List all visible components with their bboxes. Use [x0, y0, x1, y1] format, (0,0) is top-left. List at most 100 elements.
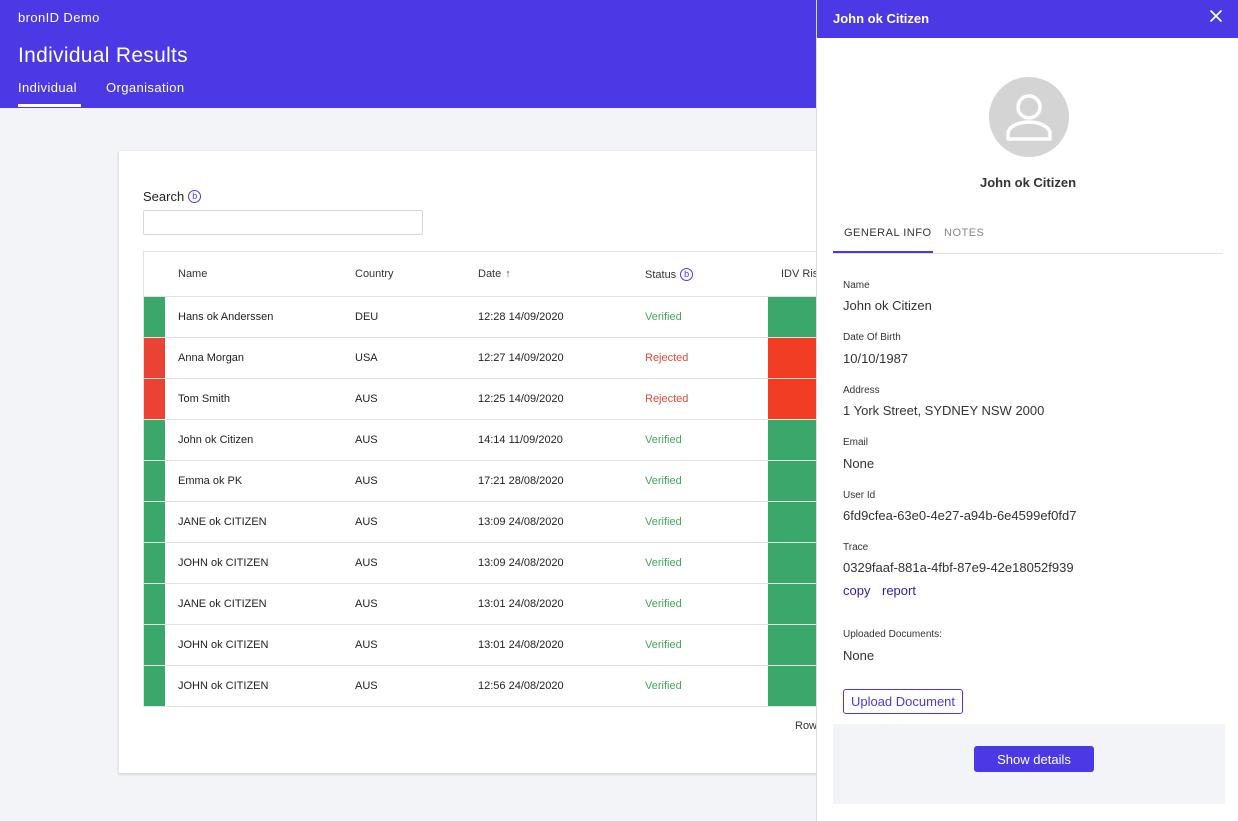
cell-name: Hans ok Anderssen: [178, 311, 274, 323]
detail-panel: John ok Citizen John ok Citizen GENERAL …: [816, 0, 1238, 821]
column-date-label: Date: [478, 268, 502, 280]
uploaded-documents-label: Uploaded Documents:: [843, 629, 942, 640]
details-area: Show details: [833, 724, 1225, 804]
avatar: [989, 77, 1069, 157]
tab-general-info[interactable]: GENERAL INFO: [844, 227, 932, 239]
cell-status: Rejected: [645, 393, 689, 405]
arrow-up-icon: ↑: [505, 268, 511, 280]
panel-tab-divider: [833, 253, 1223, 254]
column-header-name[interactable]: Name: [178, 268, 207, 280]
column-country-label: Country: [355, 268, 394, 280]
status-indicator-strip: [144, 625, 165, 665]
table-row[interactable]: Anna Morgan USA 12:27 14/09/2020 Rejected: [144, 338, 840, 379]
column-risk-label: IDV Ris: [781, 268, 819, 280]
table-row[interactable]: JOHN ok CITIZEN AUS 13:09 24/08/2020 Verifi…: [144, 543, 840, 584]
field-label-dob: Date Of Birth: [843, 332, 901, 343]
table-header: Name Country Date ↑ Status b IDV Ris: [144, 252, 839, 297]
cell-country: AUS: [355, 475, 378, 487]
cell-status: Verified: [645, 598, 682, 610]
status-indicator-strip: [144, 584, 165, 624]
cell-status: Verified: [645, 557, 682, 569]
cell-name: JOHN ok CITIZEN: [178, 639, 269, 651]
cell-status: Verified: [645, 311, 682, 323]
status-indicator-strip: [144, 543, 165, 583]
field-label-user-id: User Id: [843, 490, 876, 501]
table-row[interactable]: Hans ok Anderssen DEU 12:28 14/09/2020 Veri…: [144, 297, 840, 338]
upload-document-button[interactable]: Upload Document: [843, 689, 963, 714]
cell-country: AUS: [355, 434, 378, 446]
cell-name: JOHN ok CITIZEN: [178, 557, 269, 569]
status-indicator-strip: [144, 379, 165, 419]
person-icon: [1006, 94, 1052, 141]
status-indicator-strip: [144, 420, 165, 460]
info-icon[interactable]: b: [188, 190, 202, 203]
cell-name: JANE ok CITIZEN: [178, 598, 267, 610]
cell-status: Verified: [645, 475, 682, 487]
uploaded-documents-value: None: [843, 648, 875, 663]
active-panel-tab-indicator: [833, 251, 933, 253]
cell-status: Verified: [645, 680, 682, 692]
copy-link[interactable]: copy: [843, 583, 871, 598]
status-indicator-strip: [144, 666, 165, 706]
cell-country: AUS: [355, 639, 378, 651]
field-value-address: 1 York Street, SYDNEY NSW 2000: [843, 403, 1045, 418]
table-body: Hans ok Anderssen DEU 12:28 14/09/2020 Veri…: [144, 297, 840, 707]
cell-date: 17:21 28/08/2020: [478, 475, 564, 487]
cell-name: Emma ok PK: [178, 475, 243, 487]
cell-date: 12:56 24/08/2020: [478, 680, 564, 692]
app-name: bronID Demo: [18, 10, 100, 25]
report-link[interactable]: report: [882, 583, 916, 598]
field-value-name: John ok Citizen: [843, 298, 932, 313]
field-label-name: Name: [843, 280, 870, 291]
cell-name: Anna Morgan: [178, 352, 245, 364]
cell-country: AUS: [355, 557, 378, 569]
panel-header: John ok Citizen: [817, 0, 1238, 38]
tab-organisation[interactable]: Organisation: [106, 80, 185, 95]
field-value-user-id: 6fd9cfea-63e0-4e27-a94b-6e4599ef0fd7: [843, 508, 1077, 523]
cell-country: AUS: [355, 598, 378, 610]
results-card: Search b Name Country Date ↑ Status b ID…: [119, 151, 840, 773]
cell-status: Rejected: [645, 352, 689, 364]
cell-country: DEU: [355, 311, 379, 323]
status-indicator-strip: [144, 461, 165, 501]
search-input[interactable]: [143, 210, 423, 235]
column-header-status[interactable]: Status b: [645, 268, 694, 281]
info-icon[interactable]: b: [680, 268, 694, 281]
cell-date: 13:09 24/08/2020: [478, 557, 564, 569]
field-label-email: Email: [843, 437, 869, 448]
tab-notes[interactable]: NOTES: [944, 227, 985, 239]
cell-date: 13:01 24/08/2020: [478, 598, 564, 610]
table-row[interactable]: JOHN ok CITIZEN AUS 12:56 24/08/2020 Verifi…: [144, 666, 840, 707]
field-value-email: None: [843, 456, 875, 471]
status-indicator-strip: [144, 338, 165, 378]
cell-name: Tom Smith: [178, 393, 230, 405]
field-label-address: Address: [843, 385, 880, 396]
cell-name: JANE ok CITIZEN: [178, 516, 267, 528]
field-label-trace: Trace: [843, 542, 869, 553]
table-row[interactable]: JANE ok CITIZEN AUS 13:01 24/08/2020 Verifi…: [144, 584, 840, 625]
table-row[interactable]: Tom Smith AUS 12:25 14/09/2020 Rejected: [144, 379, 840, 420]
cell-status: Verified: [645, 434, 682, 446]
panel-title: John ok Citizen: [833, 11, 930, 26]
table-row[interactable]: JOHN ok CITIZEN AUS 13:01 24/08/2020 Verifi…: [144, 625, 840, 666]
rows-per-page-label: Row: [795, 720, 818, 732]
search-label-group: Search b: [143, 189, 202, 204]
show-details-button[interactable]: Show details: [974, 746, 1094, 772]
cell-status: Verified: [645, 516, 682, 528]
table-row[interactable]: Emma ok PK AUS 17:21 28/08/2020 Verified: [144, 461, 840, 502]
cell-country: AUS: [355, 393, 378, 405]
active-tab-indicator: [18, 104, 81, 107]
column-name-label: Name: [178, 268, 208, 280]
column-header-date[interactable]: Date ↑: [478, 268, 511, 280]
close-icon[interactable]: [1207, 7, 1225, 25]
cell-date: 13:09 24/08/2020: [478, 516, 564, 528]
tab-individual[interactable]: Individual: [18, 80, 77, 95]
table-row[interactable]: JANE ok CITIZEN AUS 13:09 24/08/2020 Verifi…: [144, 502, 840, 543]
person-name: John ok Citizen: [979, 175, 1077, 190]
status-indicator-strip: [144, 297, 165, 337]
table-row[interactable]: John ok Citizen AUS 14:14 11/09/2020 Verifi…: [144, 420, 840, 461]
cell-date: 13:01 24/08/2020: [478, 639, 564, 651]
column-header-country[interactable]: Country: [355, 268, 394, 280]
cell-name: JOHN ok CITIZEN: [178, 680, 269, 692]
column-header-idv-risk[interactable]: IDV Ris: [781, 268, 818, 280]
